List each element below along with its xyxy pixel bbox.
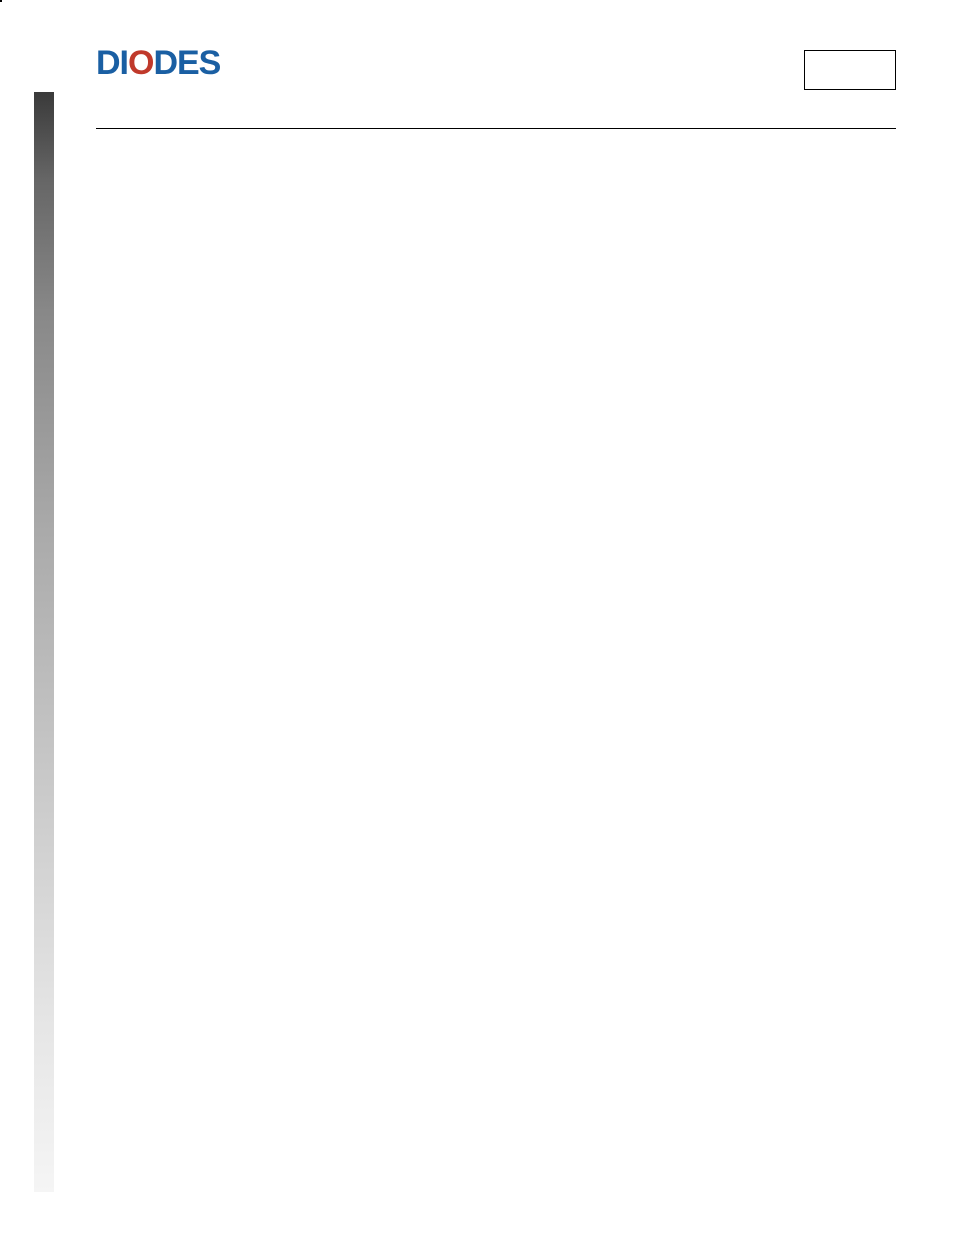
chart-bottom [0, 0, 2, 2]
sidebar-gradient [34, 92, 54, 1192]
logo-text: DIODES [96, 46, 220, 80]
part-number-box [804, 50, 896, 90]
header-rule [96, 128, 896, 129]
logo: DIODES [96, 46, 220, 80]
